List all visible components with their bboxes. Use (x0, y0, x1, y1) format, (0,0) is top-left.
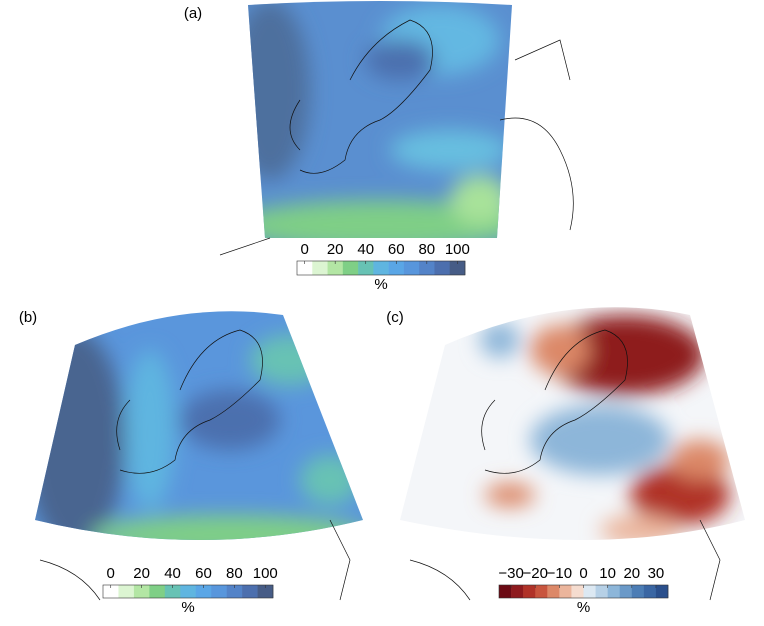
colorbar-cell (499, 585, 512, 598)
colorbar-cell (655, 585, 669, 598)
colorbar-cell (103, 585, 119, 598)
colorbar-tick-label: 100 (253, 565, 278, 582)
colorbar-cell (211, 585, 227, 598)
colorbar-cell (449, 261, 466, 275)
colorbar-tick-label: 20 (133, 565, 150, 582)
colorbar-tick-label: 0 (107, 565, 115, 582)
colorbar-cell (358, 261, 374, 275)
map-b (35, 311, 363, 540)
colorbar-tick-label: −30 (498, 565, 523, 582)
colorbar-cell (434, 261, 451, 275)
coastline (409, 329, 721, 601)
colorbar-cell (559, 585, 572, 598)
colorbar-cell (373, 261, 389, 275)
panel-label: (c) (386, 309, 404, 326)
colorbar-frame (102, 584, 274, 599)
colorbar-cell (631, 585, 645, 598)
colorbar-cell (619, 585, 633, 598)
colorbar-tick-label: −10 (547, 565, 572, 582)
coastline (39, 329, 351, 601)
colorbar-cell (403, 261, 420, 275)
panel-label: (b) (19, 309, 37, 326)
colorbar-tick-label: 60 (195, 565, 212, 582)
colorbar-cell (257, 585, 274, 598)
colorbar-frame (296, 260, 466, 276)
colorbar-cell (535, 585, 548, 598)
colorbar-cell (164, 585, 181, 598)
colorbar-cell (342, 261, 359, 275)
colorbar-tick-label: 40 (357, 241, 374, 258)
colorbar-cell (547, 585, 560, 598)
colorbar-cell (571, 585, 584, 598)
colorbar-cell (511, 585, 524, 598)
colorbar-tick-label: 0 (579, 565, 587, 582)
colorbar-cell (226, 585, 243, 598)
colorbar-cell (242, 585, 258, 598)
colorbar-cell (297, 261, 313, 275)
colorbar-unit: % (181, 599, 194, 616)
colorbar-tick-label: 0 (300, 241, 308, 258)
colorbar-cell (180, 585, 197, 598)
colorbar-cell (118, 585, 135, 598)
colorbar-tick-label: −20 (522, 565, 547, 582)
colorbar-tick-label: 20 (623, 565, 640, 582)
coastline (219, 19, 574, 256)
colorbar-cell (643, 585, 657, 598)
colorbar-unit: % (577, 599, 590, 616)
map-a (248, 1, 512, 238)
colorbar-cell (419, 261, 435, 275)
colorbar-unit: % (374, 276, 387, 293)
map-c (400, 307, 745, 540)
colorbar-cell (149, 585, 166, 598)
colorbar-cell (607, 585, 621, 598)
colorbar-cell (595, 585, 608, 598)
colorbar-tick-label: 20 (327, 241, 344, 258)
colorbar-tick-label: 30 (648, 565, 665, 582)
colorbar-cell (195, 585, 212, 598)
panel-label: (a) (184, 5, 202, 22)
colorbar-tick-label: 40 (164, 565, 181, 582)
colorbar-cell (133, 585, 150, 598)
colorbar-cell (312, 261, 328, 275)
colorbar-tick-label: 10 (599, 565, 616, 582)
panels: (a)0 20 40 60 80 100%(b)0 20 40 60 80 100%(c)−30−2… (19, 5, 669, 616)
colorbar-cell (523, 585, 536, 598)
colorbar-tick-label: 80 (226, 565, 243, 582)
colorbar-cell (327, 261, 344, 275)
colorbar-cell (388, 261, 405, 275)
colorbar-cell (583, 585, 596, 598)
colorbar-tick-label: 60 (388, 241, 405, 258)
colorbar-tick-label: 80 (418, 241, 435, 258)
colorbar-tick-label: 100 (445, 241, 470, 258)
